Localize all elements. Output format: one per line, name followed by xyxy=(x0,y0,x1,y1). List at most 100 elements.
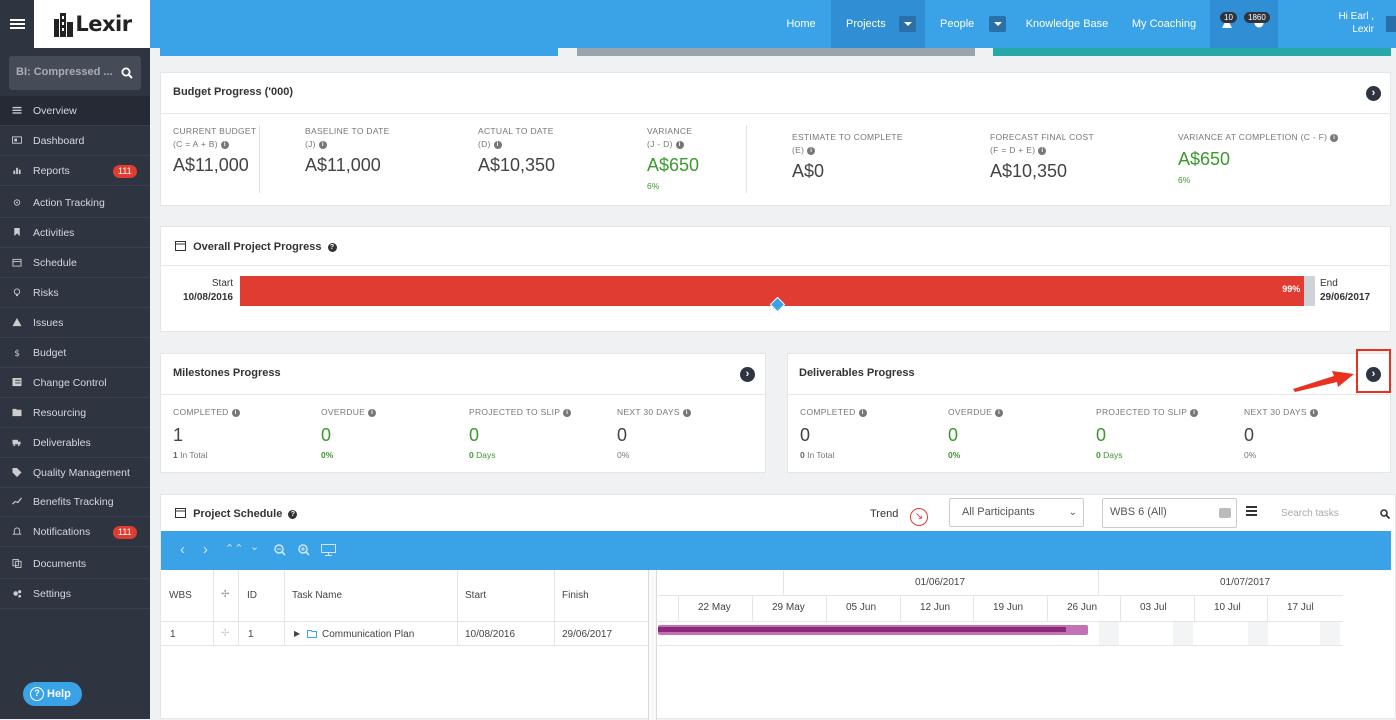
info-icon[interactable]: i xyxy=(807,146,816,155)
summary-bar-3 xyxy=(993,48,1391,56)
sidebar-item-action-tracking[interactable]: Action Tracking xyxy=(0,188,150,218)
search-tasks[interactable]: Search tasks xyxy=(1270,495,1396,531)
arrow-right-circle-icon[interactable]: › xyxy=(1366,367,1381,382)
user-menu[interactable]: Hi Earl , Lexir xyxy=(1338,10,1374,36)
column-start[interactable]: Start xyxy=(465,590,487,601)
bell-icon xyxy=(12,527,22,535)
sidebar-item-activities[interactable]: Activities xyxy=(0,218,150,248)
stat-sub-text: 0% xyxy=(1244,450,1257,460)
sidebar-item-label: Activities xyxy=(33,227,75,239)
sidebar-item-settings[interactable]: Settings xyxy=(0,579,150,609)
sidebar-item-deliverables[interactable]: Deliverables xyxy=(0,428,150,458)
copy-icon xyxy=(12,559,22,568)
stat-sub: 0% xyxy=(321,450,333,460)
stat-label-text: OVERDUE xyxy=(948,407,993,417)
overall-progress-title: Overall Project Progress xyxy=(193,241,322,253)
project-search[interactable]: BI: Compressed ... xyxy=(9,56,141,90)
grid-splitter[interactable] xyxy=(649,570,657,720)
info-icon[interactable]: i xyxy=(368,408,377,417)
sidebar-item-issues[interactable]: Issues xyxy=(0,308,150,338)
info-icon[interactable]: i xyxy=(682,408,691,417)
user-chevron-down-icon[interactable] xyxy=(1386,16,1396,32)
column-wbs[interactable]: WBS xyxy=(169,590,192,601)
nav-people[interactable]: People xyxy=(925,0,1007,48)
row-wbs: 1 xyxy=(170,629,176,640)
week-label: 29 May xyxy=(772,602,805,613)
logo[interactable]: Lexir xyxy=(34,0,150,48)
chevron-left-icon[interactable]: ‹ xyxy=(180,541,185,558)
expand-all-icon[interactable]: ⌄ xyxy=(250,541,260,553)
zoom-in-icon[interactable] xyxy=(298,544,310,556)
dashboard-icon xyxy=(12,136,22,144)
info-icon[interactable]: i xyxy=(1330,133,1339,142)
fullscreen-monitor-icon[interactable] xyxy=(321,544,336,556)
info-icon[interactable]: i xyxy=(220,140,229,149)
arrow-right-circle-icon[interactable]: › xyxy=(740,367,755,382)
sidebar-item-budget[interactable]: $ Budget xyxy=(0,338,150,368)
column-task-name[interactable]: Task Name xyxy=(292,590,343,601)
search-icon[interactable] xyxy=(1380,509,1390,519)
sidebar: BI: Compressed ... Overview Dashboard Repo… xyxy=(0,48,150,719)
sidebar-item-benefits-tracking[interactable]: Benefits Tracking xyxy=(0,487,150,517)
collapse-all-icon[interactable]: ⌃⌃ xyxy=(225,543,244,555)
help-icon[interactable]: ? xyxy=(288,509,298,519)
sidebar-item-label: Documents xyxy=(33,558,87,570)
budget-progress-card: Budget Progress ('000) › CURRENT BUDGET (… xyxy=(160,72,1391,206)
week-label: 03 Jul xyxy=(1140,602,1167,613)
help-icon[interactable]: ? xyxy=(327,242,337,252)
info-icon[interactable]: i xyxy=(1038,146,1047,155)
menu-lines-icon[interactable] xyxy=(1246,505,1257,519)
nav-my-coaching[interactable]: My Coaching xyxy=(1131,18,1197,30)
sidebar-item-risks[interactable]: Risks xyxy=(0,278,150,308)
month-label: 01/06/2017 xyxy=(915,577,966,588)
info-icon[interactable]: i xyxy=(1190,408,1199,417)
column-finish[interactable]: Finish xyxy=(562,590,589,601)
stat-sub-strong: 0% xyxy=(948,450,961,460)
arrow-right-circle-icon[interactable]: › xyxy=(1366,86,1381,101)
start-date: 10/08/2016 xyxy=(182,292,233,303)
gantt-toolbar: ‹ › ⌃⌃ ⌄ xyxy=(161,531,1391,570)
nav-home[interactable]: Home xyxy=(786,18,816,30)
drag-handle-icon[interactable]: ✢ xyxy=(221,628,230,639)
sidebar-item-dashboard[interactable]: Dashboard xyxy=(0,126,150,156)
sidebar-item-label: Overview xyxy=(33,105,77,117)
metric-label-text: VARIANCE AT COMPLETION (C - F) xyxy=(1178,132,1328,142)
info-icon[interactable]: i xyxy=(318,140,327,149)
column-id[interactable]: ID xyxy=(247,590,257,601)
gantt-task-bar[interactable] xyxy=(658,625,1088,635)
info-icon[interactable]: i xyxy=(1309,408,1318,417)
sidebar-item-resourcing[interactable]: Resourcing xyxy=(0,398,150,428)
chevron-down-icon[interactable] xyxy=(989,16,1006,32)
wbs-select[interactable]: WBS 6 (All) xyxy=(1102,498,1237,528)
chevron-down-icon[interactable] xyxy=(899,16,916,32)
end-block: End 29/06/2017 xyxy=(1320,277,1370,305)
info-icon[interactable]: i xyxy=(858,408,867,417)
info-icon[interactable]: i xyxy=(995,408,1004,417)
sidebar-item-notifications[interactable]: Notifications 111 xyxy=(0,517,150,547)
info-icon[interactable]: i xyxy=(231,408,240,417)
info-icon[interactable]: i xyxy=(675,140,684,149)
sidebar-item-change-control[interactable]: Change Control xyxy=(0,368,150,398)
line-chart-icon xyxy=(12,497,22,505)
zoom-out-icon[interactable] xyxy=(274,544,286,556)
participants-select[interactable]: All Participants ⌄ xyxy=(949,498,1084,527)
help-button[interactable]: ? Help xyxy=(23,682,82,706)
sidebar-item-documents[interactable]: Documents xyxy=(0,549,150,579)
nav-knowledge-base[interactable]: Knowledge Base xyxy=(1025,18,1109,30)
warning-icon[interactable] xyxy=(1222,17,1232,31)
week-label: 10 Jul xyxy=(1214,602,1241,613)
sidebar-item-schedule[interactable]: Schedule xyxy=(0,248,150,278)
sidebar-item-quality-management[interactable]: Quality Management xyxy=(0,458,150,488)
week-label: 12 Jun xyxy=(920,602,951,613)
sidebar-item-reports[interactable]: Reports 111 xyxy=(0,156,150,186)
stat-label: COMPLETED i xyxy=(800,406,867,419)
nav-projects[interactable]: Projects xyxy=(831,0,925,48)
stat-sub: 0 Days xyxy=(1096,450,1122,460)
search-icon[interactable] xyxy=(121,67,133,79)
info-icon[interactable]: i xyxy=(493,140,502,149)
info-icon[interactable]: i xyxy=(563,408,572,417)
chevron-right-icon[interactable]: › xyxy=(203,541,208,558)
expand-caret-icon[interactable]: ▶ xyxy=(294,629,301,638)
sidebar-item-overview[interactable]: Overview xyxy=(0,96,150,126)
hamburger-menu-icon[interactable] xyxy=(0,0,34,48)
